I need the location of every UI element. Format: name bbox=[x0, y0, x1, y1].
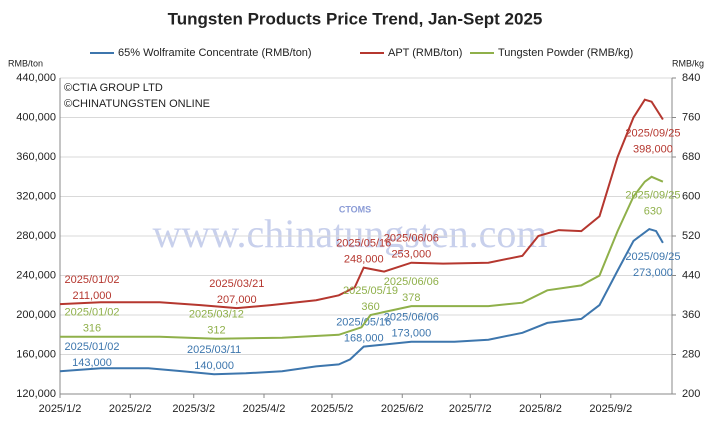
annotation-value: 312 bbox=[207, 325, 225, 337]
annotation-date: 2025/01/02 bbox=[64, 307, 119, 319]
annotation-value: 168,000 bbox=[344, 333, 384, 345]
annotation-value: 211,000 bbox=[73, 290, 112, 302]
y-axis-label: RMB/ton bbox=[8, 58, 43, 68]
series-line bbox=[59, 98, 664, 310]
chart-title: Tungsten Products Price Trend, Jan-Sept … bbox=[168, 9, 543, 28]
annotation-date: 2025/09/25 bbox=[625, 251, 680, 263]
annotation-value: 273,000 bbox=[633, 267, 673, 279]
y-tick-label: 440,000 bbox=[16, 72, 56, 84]
watermark: www.chinatungsten.com bbox=[152, 211, 547, 256]
x-tick-label: 2025/9/2 bbox=[589, 403, 632, 415]
legend-label: 65% Wolframite Concentrate (RMB/ton) bbox=[118, 47, 312, 59]
annotation-value: 378 bbox=[402, 292, 420, 304]
y2-tick-label: 440 bbox=[682, 269, 700, 281]
y-tick-label: 160,000 bbox=[16, 348, 56, 360]
annotation-value: 173,000 bbox=[391, 328, 431, 340]
annotation-date: 2025/03/12 bbox=[189, 309, 244, 321]
y2-tick-label: 600 bbox=[682, 190, 700, 202]
y2-tick-label: 280 bbox=[682, 348, 700, 360]
y2-tick-label: 840 bbox=[682, 72, 700, 84]
x-tick-label: 2025/5/2 bbox=[311, 403, 354, 415]
y-tick-label: 120,000 bbox=[16, 388, 56, 400]
annotation-value: 630 bbox=[644, 206, 662, 218]
annotation-date: 2025/01/02 bbox=[64, 274, 119, 286]
y-tick-label: 240,000 bbox=[16, 269, 56, 281]
y-tick-label: 200,000 bbox=[16, 309, 56, 321]
y-tick-label: 400,000 bbox=[16, 111, 56, 123]
copyright: ©CHINATUNGSTEN ONLINE bbox=[64, 98, 210, 110]
annotation-value: 360 bbox=[361, 301, 379, 313]
x-tick-label: 2025/4/2 bbox=[243, 403, 286, 415]
x-tick-label: 2025/3/2 bbox=[172, 403, 215, 415]
annotation-value: 253,000 bbox=[391, 249, 431, 261]
y2-tick-label: 360 bbox=[682, 309, 700, 321]
annotation-date: 2025/03/21 bbox=[209, 278, 264, 290]
copyright: ©CTIA GROUP LTD bbox=[64, 82, 163, 94]
annotation-date: 2025/01/02 bbox=[64, 341, 119, 353]
annotation-value: 248,000 bbox=[344, 254, 384, 266]
annotation-value: 140,000 bbox=[194, 360, 234, 372]
annotation-date: 2025/06/06 bbox=[384, 276, 439, 288]
y2-tick-label: 200 bbox=[682, 388, 700, 400]
series-line bbox=[59, 227, 664, 376]
series-line bbox=[60, 175, 664, 340]
x-tick-label: 2025/2/2 bbox=[109, 403, 152, 415]
y2-tick-label: 680 bbox=[682, 151, 700, 163]
annotation-value: 316 bbox=[83, 323, 101, 335]
y2-axis-label: RMB/kg bbox=[672, 58, 704, 68]
annotation-date: 2025/05/19 bbox=[343, 285, 398, 297]
y-tick-label: 320,000 bbox=[16, 190, 56, 202]
logo: CTOMS bbox=[339, 204, 371, 214]
annotation-date: 2025/05/16 bbox=[336, 317, 391, 329]
annotation-value: 398,000 bbox=[633, 143, 673, 155]
annotation-date: 2025/06/06 bbox=[384, 233, 439, 245]
legend-label: Tungsten Powder (RMB/kg) bbox=[498, 47, 633, 59]
annotation-date: 2025/05/16 bbox=[336, 238, 391, 250]
legend-label: APT (RMB/ton) bbox=[388, 47, 462, 59]
x-tick-label: 2025/1/2 bbox=[39, 403, 82, 415]
annotation-date: 2025/09/25 bbox=[625, 190, 680, 202]
y-tick-label: 360,000 bbox=[16, 151, 56, 163]
x-tick-label: 2025/8/2 bbox=[519, 403, 562, 415]
annotation-value: 207,000 bbox=[217, 294, 257, 306]
y-tick-label: 280,000 bbox=[16, 230, 56, 242]
annotation-date: 2025/03/11 bbox=[187, 344, 241, 356]
x-tick-label: 2025/6/2 bbox=[381, 403, 424, 415]
x-tick-label: 2025/7/2 bbox=[449, 403, 492, 415]
y2-tick-label: 760 bbox=[682, 111, 700, 123]
annotation-date: 2025/09/25 bbox=[625, 127, 680, 139]
annotation-value: 143,000 bbox=[72, 357, 112, 369]
y2-tick-label: 520 bbox=[682, 230, 700, 242]
annotation-date: 2025/06/06 bbox=[384, 312, 439, 324]
